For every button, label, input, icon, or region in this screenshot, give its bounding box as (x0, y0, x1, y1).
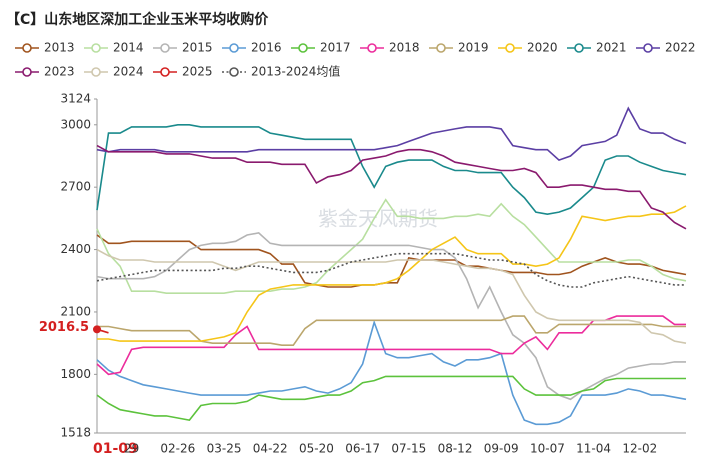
series-line (96, 106, 687, 162)
x-tick-label: 03-25 (207, 442, 242, 456)
series-line (96, 375, 686, 421)
legend-marker (298, 43, 308, 53)
series-line (97, 315, 686, 346)
legend-marker (574, 43, 584, 53)
legend-label: 2022 (665, 41, 696, 55)
series-line (97, 205, 687, 342)
legend-marker (436, 43, 446, 53)
legend-label: 2013-2024均值 (251, 64, 340, 79)
x-tick-label: 06-17 (345, 442, 380, 456)
x-tick-label: 05-20 (299, 442, 334, 456)
series-line (96, 248, 687, 344)
point (93, 325, 101, 334)
y-tick-label: 2700 (60, 180, 91, 194)
y-tick-label: 2100 (60, 304, 91, 318)
series-line (96, 198, 687, 294)
legend-label: 2017 (320, 41, 351, 55)
y-tick-label: 1800 (60, 367, 91, 381)
legend-marker (505, 43, 515, 53)
series-line (96, 232, 686, 401)
legend-label: 2023 (44, 65, 75, 79)
legend-marker (160, 67, 170, 77)
series-line (96, 315, 686, 376)
legend-marker (91, 67, 101, 77)
series-line (96, 124, 687, 216)
series-line (96, 144, 687, 230)
legend-label: 2025 (182, 65, 213, 79)
legend-label: 2018 (389, 41, 420, 55)
x-tick-label: 10-07 (530, 442, 565, 456)
x-tick-label: 04-22 (253, 442, 288, 456)
x-tick-label: 29 (124, 442, 139, 456)
x-tick-label: 12-02 (622, 442, 657, 456)
data-label: 2016.5 (39, 320, 89, 335)
legend-marker (22, 43, 32, 53)
x-tick-label: 08-12 (438, 442, 473, 456)
y-tick-label: 3124 (60, 92, 91, 106)
series-line (96, 319, 687, 426)
legend-label: 2015 (182, 41, 213, 55)
x-tick-label: 09-09 (484, 442, 519, 456)
legend-label: 2016 (251, 41, 282, 55)
legend-marker (160, 43, 170, 53)
legend-label: 2024 (113, 65, 144, 79)
x-tick-label: 01-09 (93, 441, 138, 457)
y-tick-label: 1518 (60, 426, 91, 440)
series-line (96, 234, 687, 288)
legend-marker (367, 43, 377, 53)
y-tick-label: 2400 (60, 242, 91, 256)
legend-marker (643, 43, 653, 53)
y-tick-label: 3000 (60, 117, 91, 131)
x-tick-label: 11-04 (576, 442, 611, 456)
legend-label: 2020 (527, 41, 558, 55)
legend-label: 2014 (113, 41, 144, 55)
chart-title: 【C】山东地区深加工企业玉米平均收购价 (6, 11, 269, 28)
legend-marker (229, 67, 239, 77)
x-tick-label: 02-26 (160, 442, 195, 456)
legend-label: 2019 (458, 41, 489, 55)
x-tick-label: 07-15 (391, 442, 426, 456)
legend-label: 2013 (44, 41, 75, 55)
series-line (96, 252, 686, 288)
legend-marker (22, 67, 32, 77)
legend-label: 2021 (596, 41, 627, 55)
legend-marker (229, 43, 239, 53)
legend-marker (91, 43, 101, 53)
